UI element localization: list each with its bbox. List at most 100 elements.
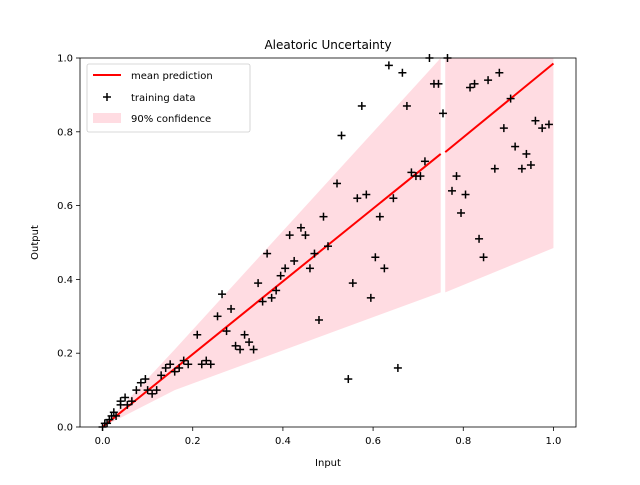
training-point	[301, 231, 310, 240]
training-point	[127, 397, 136, 406]
training-point	[470, 79, 479, 88]
legend-confidence-swatch	[93, 113, 121, 123]
training-point	[121, 393, 130, 402]
training-point	[236, 345, 245, 354]
training-point	[254, 279, 263, 288]
training-point	[281, 264, 290, 273]
legend-training-label: training data	[131, 93, 195, 104]
training-point	[112, 411, 121, 420]
training-point	[452, 172, 461, 181]
mean-prediction-line-0	[101, 153, 442, 427]
training-point	[193, 330, 202, 339]
y-tick-label: 0.4	[57, 275, 73, 286]
training-point	[531, 116, 540, 125]
training-point	[538, 124, 547, 133]
legend-confidence-label: 90% confidence	[131, 114, 211, 125]
training-point	[371, 253, 380, 262]
plot-frame	[79, 57, 577, 428]
x-tick-label: 1.0	[546, 436, 562, 447]
x-axis-ticks: 0.0 0.2 0.4 0.6 0.8 1.0	[95, 427, 562, 447]
training-point	[132, 386, 141, 395]
training-point	[375, 212, 384, 221]
x-axis-label: Input	[315, 458, 341, 469]
training-point	[218, 290, 227, 299]
training-point	[319, 212, 328, 221]
x-tick-label: 0.6	[365, 436, 381, 447]
training-point	[416, 172, 425, 181]
training-point	[285, 231, 294, 240]
training-point	[184, 360, 193, 369]
confidence-band-segment-0	[102, 58, 441, 427]
training-point	[213, 312, 222, 321]
x-tick-label: 0.2	[185, 436, 201, 447]
training-point	[202, 356, 211, 365]
x-tick-label: 0.4	[275, 436, 291, 447]
training-point	[398, 68, 407, 77]
training-point	[276, 271, 285, 280]
chart-title: Aleatoric Uncertainty	[264, 38, 391, 52]
training-point	[305, 264, 314, 273]
training-point	[384, 61, 393, 70]
training-point	[170, 367, 179, 376]
training-point	[380, 264, 389, 273]
training-point	[457, 208, 466, 217]
training-point	[263, 249, 272, 258]
training-point	[258, 297, 267, 306]
confidence-band-segment-1	[445, 58, 554, 293]
training-point	[499, 124, 508, 133]
training-point	[231, 341, 240, 350]
training-point	[366, 293, 375, 302]
training-point	[484, 76, 493, 85]
training-point	[143, 386, 152, 395]
training-point	[324, 242, 332, 251]
training-data-layer	[98, 54, 553, 431]
confidence-band-layer	[102, 58, 554, 427]
training-point	[227, 304, 236, 313]
training-point	[240, 330, 249, 339]
y-tick-label: 0.8	[57, 127, 73, 138]
legend-mean-label: mean prediction	[131, 71, 213, 82]
y-tick-label: 0.6	[57, 201, 73, 212]
legend: mean prediction training data 90% confid…	[86, 63, 251, 133]
training-point	[267, 293, 276, 302]
training-point	[157, 371, 166, 380]
training-point	[362, 190, 371, 199]
training-point	[296, 223, 305, 232]
training-point	[175, 363, 184, 372]
training-point	[206, 360, 215, 369]
training-point	[116, 397, 125, 406]
y-axis-ticks: 0.0 0.2 0.4 0.6 0.8 1.0	[57, 54, 80, 434]
training-point	[161, 363, 170, 372]
training-point	[526, 161, 535, 170]
training-point	[479, 253, 488, 262]
training-point	[290, 256, 299, 265]
training-point	[333, 179, 342, 188]
training-point	[490, 164, 499, 173]
training-point	[314, 315, 323, 324]
training-point	[222, 327, 231, 336]
training-point	[123, 400, 132, 409]
training-point	[517, 164, 526, 173]
training-point	[148, 389, 157, 398]
y-axis-label: Output	[30, 225, 41, 260]
training-point	[495, 68, 504, 77]
training-point	[166, 360, 175, 369]
training-point	[420, 157, 429, 166]
training-point	[353, 194, 362, 203]
training-point	[461, 190, 470, 199]
legend-training-swatch	[103, 93, 111, 101]
training-point	[272, 286, 281, 295]
training-point	[434, 79, 443, 88]
training-point	[245, 338, 254, 347]
training-point	[506, 94, 515, 103]
legend-box	[86, 63, 251, 133]
training-point	[466, 83, 475, 92]
training-point	[344, 375, 353, 384]
y-tick-label: 0.0	[57, 423, 73, 434]
training-point	[357, 101, 366, 110]
x-tick-label: 0.0	[95, 436, 111, 447]
training-point	[407, 168, 416, 177]
training-point	[389, 194, 398, 203]
training-point	[310, 249, 319, 258]
